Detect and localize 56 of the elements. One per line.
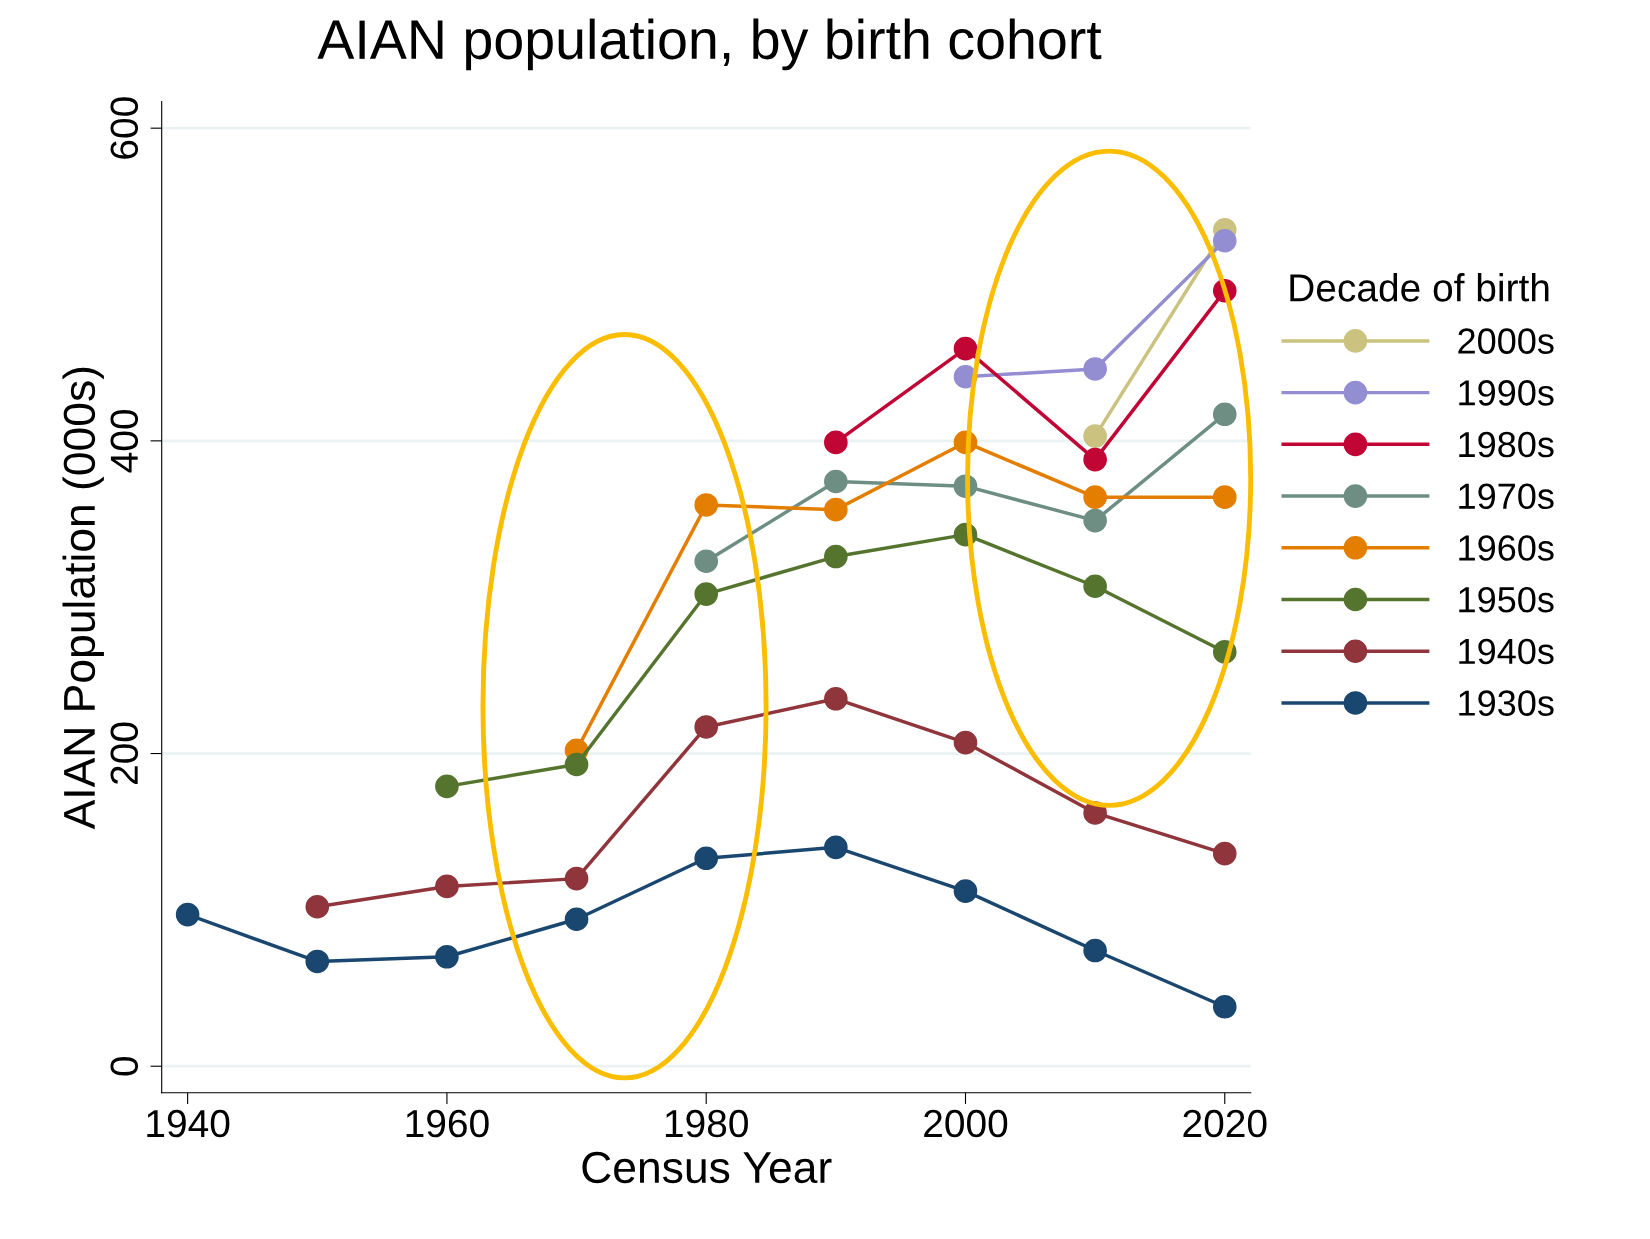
point: [564, 907, 589, 932]
point: [824, 497, 848, 522]
point: [435, 774, 459, 799]
point: [824, 544, 848, 569]
point: [305, 894, 330, 919]
point: [694, 846, 719, 871]
legend-label: 1950s: [1459, 586, 1554, 613]
point: [564, 752, 589, 777]
y-tick-label: 0: [110, 1056, 139, 1076]
point: [1212, 841, 1237, 866]
legend-label: 1970s: [1459, 483, 1554, 510]
x-tick-label: 2020: [1183, 1109, 1267, 1138]
x-tick-label: 1960: [406, 1109, 489, 1138]
point: [1083, 424, 1107, 448]
point: [435, 874, 459, 899]
x-tick-label: 1940: [147, 1109, 230, 1138]
point: [1212, 402, 1237, 427]
chart-title: AIAN population, by birth cohort: [317, 18, 1102, 71]
point: [1083, 485, 1107, 509]
point: [435, 944, 459, 969]
point: [824, 835, 848, 860]
legend-label: 1960s: [1459, 535, 1554, 561]
y-tick-label: 400: [110, 409, 139, 473]
legend-label: 1930s: [1459, 690, 1554, 716]
x-tick-label: 1980: [665, 1109, 748, 1138]
point: [1212, 485, 1237, 509]
legend-label: 1940s: [1459, 638, 1554, 665]
legend-title: Decade of birth: [1290, 273, 1549, 302]
point: [175, 902, 200, 927]
legend-label: 1980s: [1459, 431, 1554, 458]
point: [305, 949, 330, 974]
y-tick-label: 600: [110, 97, 139, 159]
point: [953, 879, 978, 903]
point: [953, 336, 978, 361]
point: [824, 687, 848, 711]
point: [694, 549, 719, 574]
point: [824, 430, 848, 455]
point: [694, 582, 719, 606]
point: [1212, 995, 1237, 1019]
y-axis-title: AIAN Population (000s): [62, 367, 104, 830]
x-tick-label: 2000: [924, 1109, 1008, 1138]
point: [1083, 357, 1107, 381]
point: [694, 715, 719, 739]
x-axis-title: Census Year: [582, 1151, 832, 1184]
y-tick-label: 200: [110, 722, 139, 785]
point: [564, 866, 589, 891]
legend-label: 2000s: [1458, 328, 1554, 354]
point: [1083, 447, 1107, 472]
point: [694, 493, 719, 517]
point: [824, 469, 848, 494]
legend-label: 1990s: [1459, 380, 1554, 406]
point: [1083, 938, 1107, 963]
point: [1083, 574, 1107, 599]
point: [1212, 228, 1237, 253]
point: [1083, 508, 1107, 533]
point: [953, 730, 978, 755]
